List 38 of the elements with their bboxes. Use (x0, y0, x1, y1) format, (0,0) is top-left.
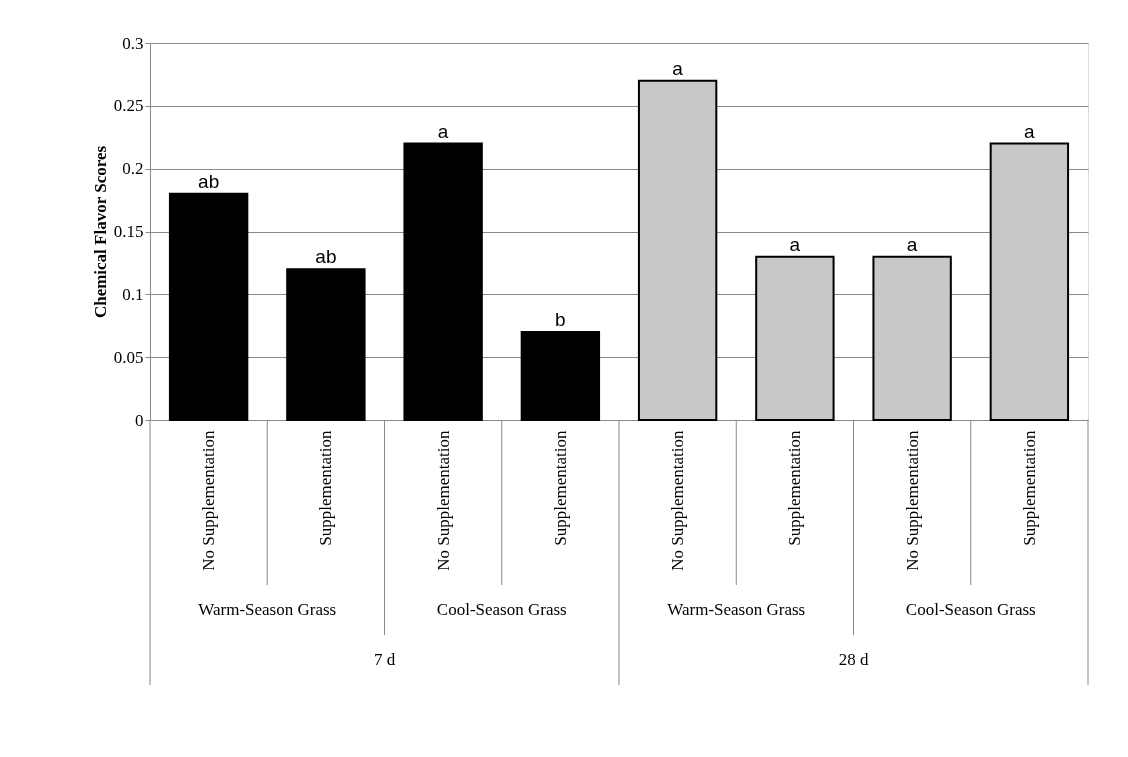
data-label: b (555, 309, 566, 331)
x-tick-label: No Supplementation (433, 430, 453, 571)
x-tick-label: No Supplementation (199, 430, 219, 571)
y-tick-label: 0.3 (122, 33, 144, 53)
text: Warm-Season Grass (198, 600, 337, 619)
text: 28 d (838, 650, 869, 669)
data-label: a (789, 233, 801, 255)
y-tick-label: 0.05 (113, 347, 144, 367)
x-tick-label: No Supplementation (902, 430, 922, 571)
bar (637, 79, 718, 421)
data-label: ab (198, 170, 220, 192)
x-tick-label: Supplementation (316, 430, 336, 546)
y-tick-label: 0.25 (113, 96, 144, 116)
x-tick-label: No Supplementation (668, 430, 688, 571)
text: Cool-Season Grass (905, 600, 1036, 619)
y-tick-label: 0.15 (113, 222, 144, 241)
data-label: ab (315, 246, 337, 268)
data-label: a (906, 233, 918, 255)
y-axis-title: Chemical Flavor Scores (90, 145, 110, 319)
bar (872, 255, 952, 421)
y-tick-label: 0.2 (122, 159, 144, 179)
data-label: a (437, 120, 449, 142)
x-tick-label: Supplementation (785, 430, 805, 546)
bar (989, 142, 1070, 421)
y-tick-label: 0.1 (122, 284, 144, 304)
text: Warm-Season Grass (667, 600, 806, 619)
bar (403, 142, 483, 421)
x-tick-label: Supplementation (1019, 430, 1039, 546)
bar (168, 192, 249, 421)
x-tick-label: Supplementation (550, 430, 570, 546)
bar (755, 255, 835, 421)
y-tick-label: 0 (135, 410, 144, 430)
data-label: a (1024, 120, 1036, 142)
bar (286, 268, 366, 421)
bar (520, 331, 601, 421)
text: Cool-Season Grass (436, 600, 567, 619)
text: 7 d (373, 650, 396, 669)
data-label: a (672, 57, 684, 79)
